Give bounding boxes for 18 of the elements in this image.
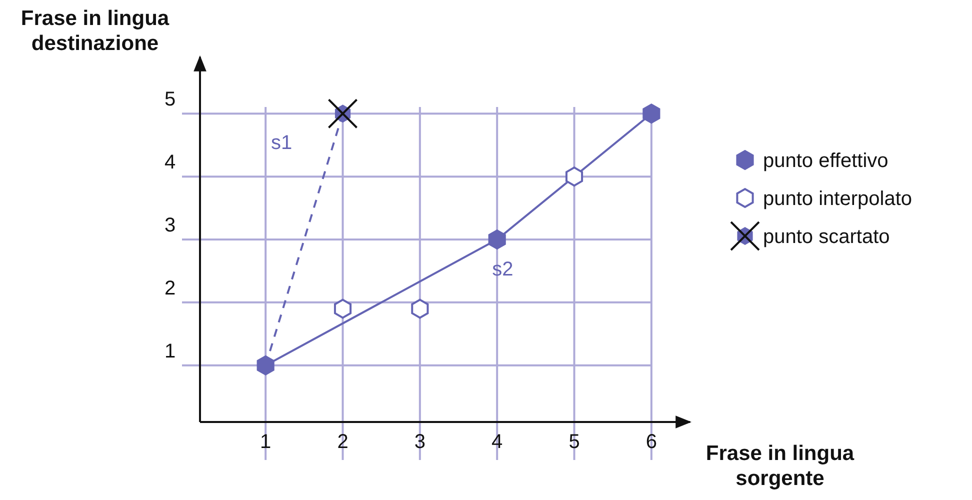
annotation: s2 (492, 258, 514, 280)
y-tick-label: 3 (164, 214, 176, 236)
legend-label: punto scartato (763, 226, 890, 248)
y-tick-label: 1 (164, 340, 176, 362)
y-tick-label: 5 (164, 88, 176, 111)
legend-label: punto effettivo (763, 150, 888, 172)
x-axis-title: Frase in lingua sorgente (706, 442, 854, 490)
x-tick-label: 6 (646, 431, 657, 453)
x-tick-label: 3 (414, 431, 426, 453)
y-tick-label: 2 (164, 277, 176, 300)
x-tick-label: 1 (260, 431, 272, 453)
x-tick-label: 5 (568, 431, 580, 453)
y-axis-title: Frase in lingua destinazione (20, 7, 170, 55)
y-tick-label: 4 (164, 152, 176, 174)
x-tick-label: 4 (492, 431, 503, 453)
legend-label: punto interpolato (763, 188, 912, 210)
x-tick-label: 2 (337, 431, 348, 453)
annotation: s1 (271, 132, 292, 154)
